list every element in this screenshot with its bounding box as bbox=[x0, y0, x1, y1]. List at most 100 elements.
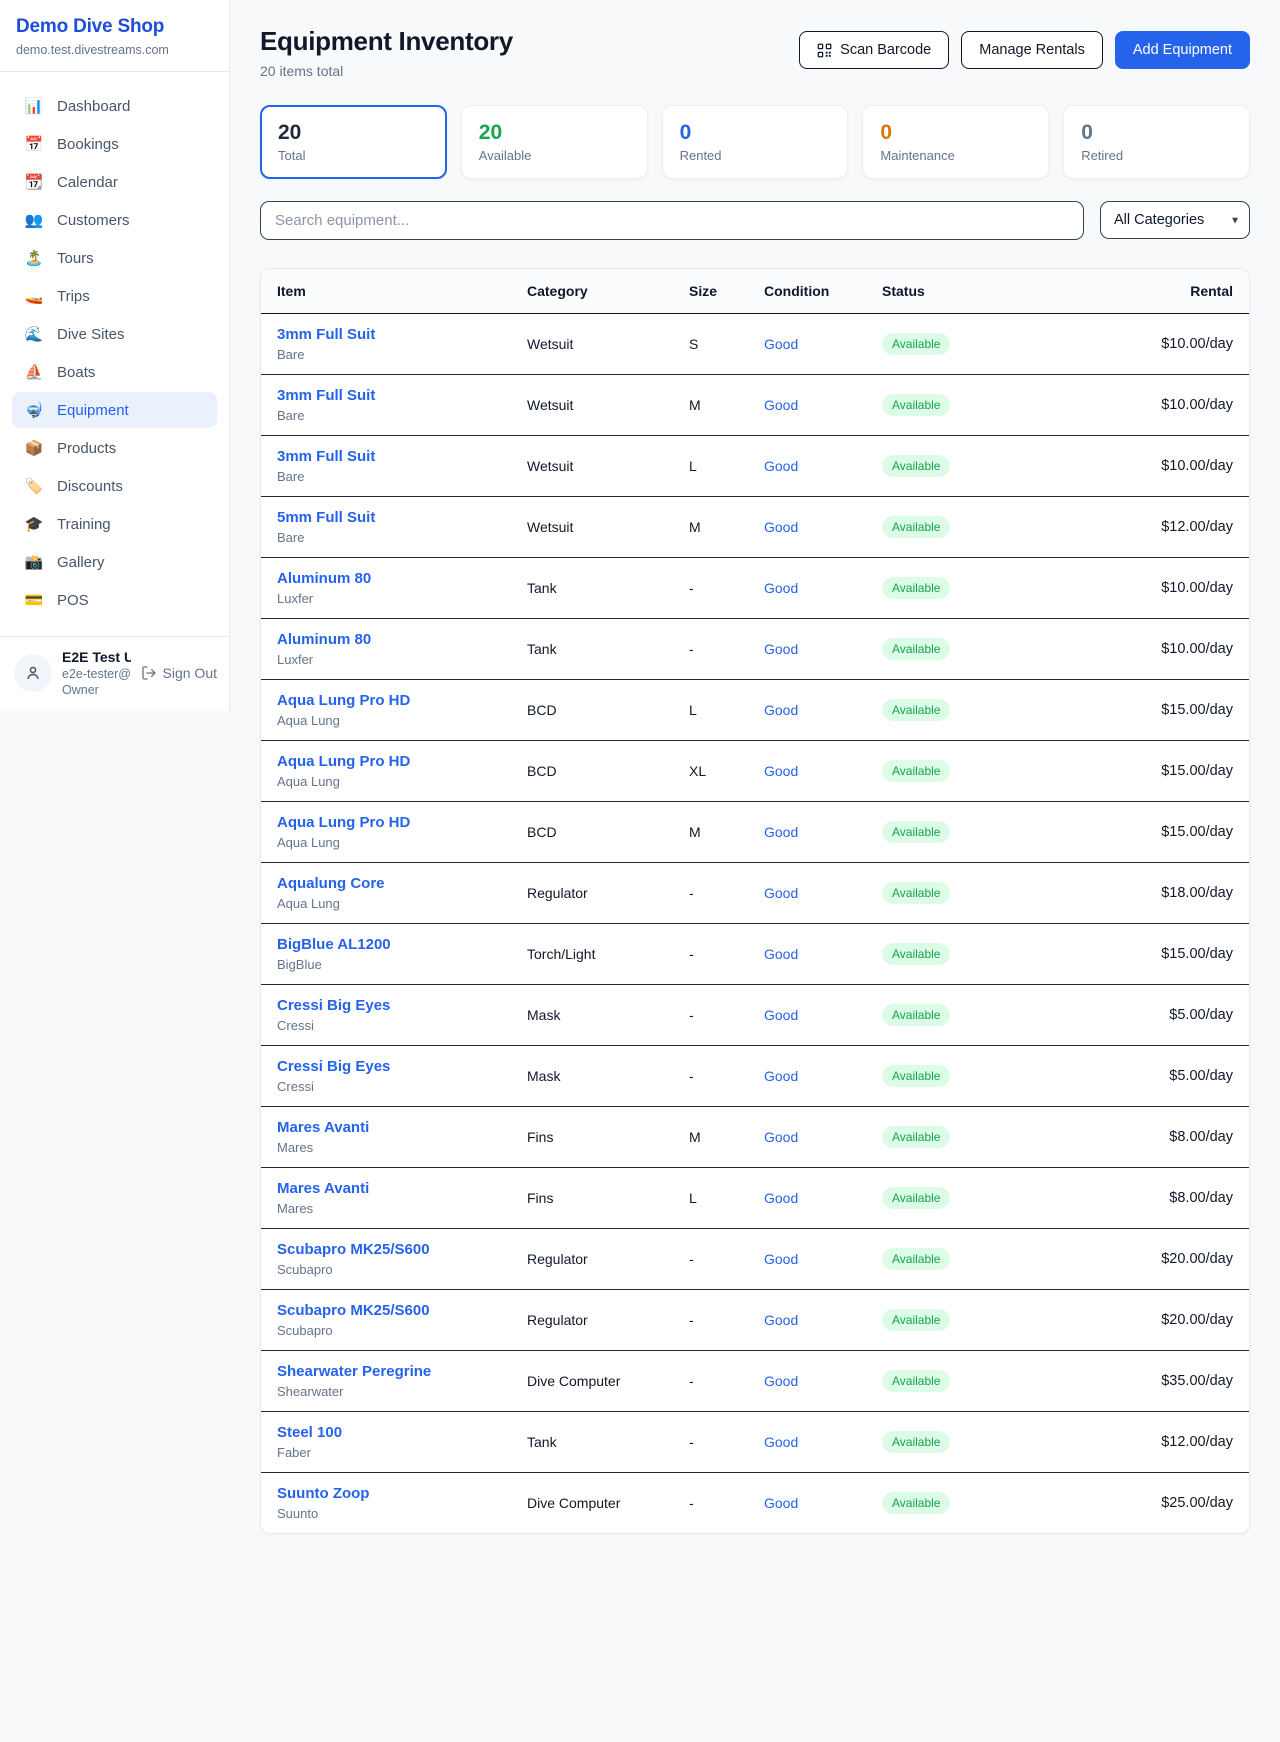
col-status: Status bbox=[866, 269, 1028, 314]
item-condition: Good bbox=[748, 435, 866, 497]
item-size: M bbox=[673, 801, 748, 863]
user-name: E2E Test U... bbox=[62, 649, 131, 665]
item-condition: Good bbox=[748, 1289, 866, 1351]
sidebar-item-customers[interactable]: 👥 Customers bbox=[12, 202, 217, 238]
item-name-link[interactable]: Aqua Lung Pro HD bbox=[277, 692, 411, 709]
stat-label: Retired bbox=[1081, 148, 1124, 163]
item-name-link[interactable]: 5mm Full Suit bbox=[277, 509, 376, 526]
item-name-link[interactable]: Aqua Lung Pro HD bbox=[277, 753, 411, 770]
user-email: e2e-tester@... bbox=[62, 667, 131, 681]
item-size: S bbox=[673, 313, 748, 375]
nav-icon-dashboard: 📊 bbox=[24, 98, 44, 115]
stat-label: Total bbox=[278, 148, 306, 163]
sidebar-item-tours[interactable]: 🏝️ Tours bbox=[12, 240, 217, 276]
sidebar-item-label: Boats bbox=[57, 363, 96, 381]
item-name-link[interactable]: Scubapro MK25/S600 bbox=[277, 1241, 430, 1258]
search-input[interactable] bbox=[260, 201, 1084, 240]
item-category: Mask bbox=[511, 984, 673, 1046]
stat-card-total[interactable]: 20 Total bbox=[260, 105, 447, 179]
status-badge: Available bbox=[882, 333, 951, 355]
nav-icon-gallery: 📸 bbox=[24, 554, 44, 571]
item-name-link[interactable]: 3mm Full Suit bbox=[277, 448, 376, 465]
item-name-link[interactable]: Aqualung Core bbox=[277, 875, 385, 892]
item-rental: $5.00/day bbox=[1028, 984, 1249, 1046]
sign-out-button[interactable]: Sign Out bbox=[141, 665, 217, 681]
stat-card-rented[interactable]: 0 Rented bbox=[661, 105, 849, 179]
scan-barcode-button[interactable]: Scan Barcode bbox=[799, 31, 950, 69]
nav-icon-dive-sites: 🌊 bbox=[24, 326, 44, 343]
item-name-link[interactable]: Aluminum 80 bbox=[277, 570, 372, 587]
status-badge: Available bbox=[882, 943, 951, 965]
sidebar-item-gallery[interactable]: 📸 Gallery bbox=[12, 544, 217, 580]
table-row: Scubapro MK25/S600 Scubapro Regulator - … bbox=[261, 1228, 1249, 1290]
item-name-link[interactable]: Steel 100 bbox=[277, 1424, 343, 1441]
table-row: Aqua Lung Pro HD Aqua Lung BCD L Good Av… bbox=[261, 679, 1249, 741]
sidebar-item-boats[interactable]: ⛵ Boats bbox=[12, 354, 217, 390]
sidebar-item-bookings[interactable]: 📅 Bookings bbox=[12, 126, 217, 162]
item-category: Wetsuit bbox=[511, 496, 673, 558]
stat-card-maintenance[interactable]: 0 Maintenance bbox=[862, 105, 1050, 179]
item-name-link[interactable]: Aluminum 80 bbox=[277, 631, 372, 648]
item-name-link[interactable]: Scubapro MK25/S600 bbox=[277, 1302, 430, 1319]
sidebar-item-training[interactable]: 🎓 Training bbox=[12, 506, 217, 542]
sidebar-item-pos[interactable]: 💳 POS bbox=[12, 582, 217, 618]
col-rental: Rental bbox=[1028, 269, 1249, 314]
table-row: Cressi Big Eyes Cressi Mask - Good Avail… bbox=[261, 1045, 1249, 1107]
item-brand: Faber bbox=[277, 1445, 311, 1460]
item-size: - bbox=[673, 862, 748, 924]
sidebar-item-calendar[interactable]: 📆 Calendar bbox=[12, 164, 217, 200]
shop-name[interactable]: Demo Dive Shop bbox=[16, 16, 165, 37]
status-badge: Available bbox=[882, 821, 951, 843]
item-category: Tank bbox=[511, 1411, 673, 1473]
status-badge: Available bbox=[882, 516, 951, 538]
manage-rentals-button[interactable]: Manage Rentals bbox=[961, 31, 1103, 69]
item-category: Torch/Light bbox=[511, 923, 673, 985]
item-condition: Good bbox=[748, 557, 866, 619]
col-size: Size bbox=[673, 269, 748, 314]
category-select-wrap: All Categories ▼ bbox=[1100, 201, 1250, 240]
item-name-link[interactable]: 3mm Full Suit bbox=[277, 387, 376, 404]
item-brand: Aqua Lung bbox=[277, 896, 340, 911]
item-category: Regulator bbox=[511, 1228, 673, 1290]
sidebar-item-equipment[interactable]: 🤿 Equipment bbox=[12, 392, 217, 428]
item-name-link[interactable]: BigBlue AL1200 bbox=[277, 936, 391, 953]
item-name-link[interactable]: Shearwater Peregrine bbox=[277, 1363, 432, 1380]
item-rental: $15.00/day bbox=[1028, 679, 1249, 741]
nav-icon-trips: 🚤 bbox=[24, 288, 44, 305]
item-category: Tank bbox=[511, 618, 673, 680]
item-rental: $10.00/day bbox=[1028, 557, 1249, 619]
item-name-link[interactable]: Aqua Lung Pro HD bbox=[277, 814, 411, 831]
sidebar-item-trips[interactable]: 🚤 Trips bbox=[12, 278, 217, 314]
sidebar-item-label: Dive Sites bbox=[57, 325, 125, 343]
item-name-link[interactable]: Mares Avanti bbox=[277, 1119, 370, 1136]
sidebar-item-products[interactable]: 📦 Products bbox=[12, 430, 217, 466]
stat-label: Rented bbox=[679, 148, 722, 163]
sidebar-item-dashboard[interactable]: 📊 Dashboard bbox=[12, 88, 217, 124]
item-name-link[interactable]: Mares Avanti bbox=[277, 1180, 370, 1197]
sidebar-item-discounts[interactable]: 🏷️ Discounts bbox=[12, 468, 217, 504]
item-name-link[interactable]: Cressi Big Eyes bbox=[277, 997, 391, 1014]
sidebar-nav: 📊 Dashboard 📅 Bookings 📆 Calendar 👥 Cust… bbox=[0, 72, 229, 636]
item-name-link[interactable]: Suunto Zoop bbox=[277, 1485, 370, 1502]
item-brand: Cressi bbox=[277, 1018, 314, 1033]
item-rental: $25.00/day bbox=[1161, 1495, 1233, 1511]
status-badge: Available bbox=[882, 1187, 951, 1209]
item-name-link[interactable]: 3mm Full Suit bbox=[277, 326, 376, 343]
item-condition: Good bbox=[748, 1045, 866, 1107]
item-brand: Scubapro bbox=[277, 1262, 333, 1277]
status-badge: Available bbox=[882, 1065, 951, 1087]
stat-card-available[interactable]: 20 Available bbox=[460, 105, 648, 179]
item-rental: $20.00/day bbox=[1028, 1289, 1249, 1351]
add-equipment-button[interactable]: Add Equipment bbox=[1114, 31, 1250, 69]
table-row: Mares Avanti Mares Fins M Good Available… bbox=[261, 1106, 1249, 1168]
item-category: Dive Computer bbox=[527, 1495, 621, 1511]
category-select[interactable]: All Categories bbox=[1100, 201, 1250, 239]
nav-icon-products: 📦 bbox=[24, 440, 44, 457]
sidebar-item-label: Equipment bbox=[57, 401, 129, 419]
stat-card-retired[interactable]: 0 Retired bbox=[1063, 105, 1250, 179]
status-badge: Available bbox=[882, 1004, 951, 1026]
item-rental: $10.00/day bbox=[1028, 435, 1249, 497]
sidebar-item-dive-sites[interactable]: 🌊 Dive Sites bbox=[12, 316, 217, 352]
item-name-link[interactable]: Cressi Big Eyes bbox=[277, 1058, 391, 1075]
sidebar-item-label: Products bbox=[57, 439, 117, 457]
